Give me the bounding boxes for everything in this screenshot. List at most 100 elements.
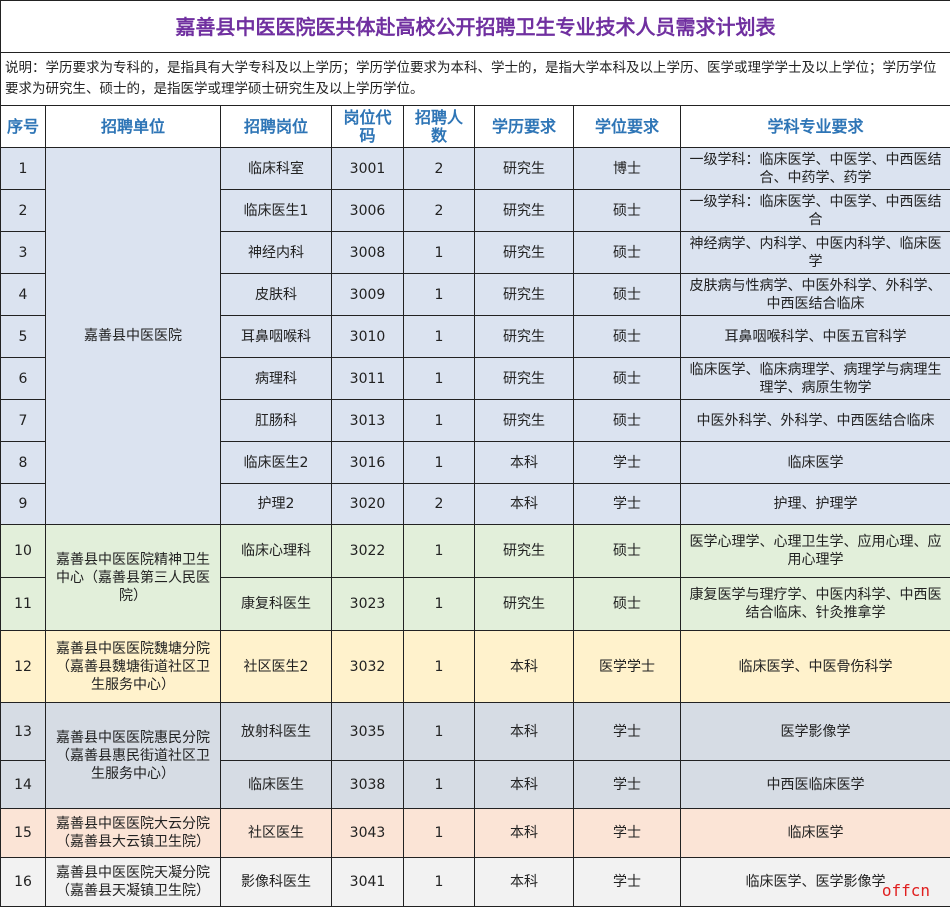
cell-major: 神经病学、内科学、中医内科学、临床医学 xyxy=(681,232,950,274)
cell-degree: 硕士 xyxy=(574,232,681,274)
cell-major: 皮肤病与性病学、中医外科学、外科学、中西医结合临床 xyxy=(681,274,950,316)
cell-no: 6 xyxy=(1,358,46,400)
cell-unit: 嘉善县中医医院精神卫生中心（嘉善县第三人民医院） xyxy=(46,525,221,631)
cell-post: 康复科医生 xyxy=(221,578,332,631)
cell-count: 1 xyxy=(404,761,475,809)
cell-post: 临床科室 xyxy=(221,148,332,190)
cell-education: 研究生 xyxy=(475,148,574,190)
cell-post: 临床心理科 xyxy=(221,525,332,578)
cell-education: 研究生 xyxy=(475,274,574,316)
cell-code: 3011 xyxy=(332,358,404,400)
cell-major: 临床医学 xyxy=(681,442,950,484)
cell-count: 1 xyxy=(404,442,475,484)
cell-education: 本科 xyxy=(475,809,574,858)
cell-code: 3041 xyxy=(332,858,404,907)
cell-education: 研究生 xyxy=(475,190,574,232)
cell-unit: 嘉善县中医医院天凝分院（嘉善县天凝镇卫生院） xyxy=(46,858,221,907)
cell-no: 3 xyxy=(1,232,46,274)
cell-education: 研究生 xyxy=(475,525,574,578)
page-title: 嘉善县中医医院医共体赴高校公开招聘卫生专业技术人员需求计划表 xyxy=(1,1,950,53)
cell-degree: 硕士 xyxy=(574,358,681,400)
cell-count: 1 xyxy=(404,400,475,442)
cell-no: 4 xyxy=(1,274,46,316)
cell-degree: 硕士 xyxy=(574,190,681,232)
cell-degree: 医学学士 xyxy=(574,631,681,703)
cell-code: 3013 xyxy=(332,400,404,442)
cell-no: 15 xyxy=(1,809,46,858)
cell-education: 本科 xyxy=(475,631,574,703)
cell-count: 1 xyxy=(404,274,475,316)
cell-unit: 嘉善县中医医院魏塘分院（嘉善县魏塘街道社区卫生服务中心） xyxy=(46,631,221,703)
cell-education: 研究生 xyxy=(475,400,574,442)
cell-no: 12 xyxy=(1,631,46,703)
cell-count: 1 xyxy=(404,858,475,907)
cell-code: 3016 xyxy=(332,442,404,484)
cell-major: 医学影像学 xyxy=(681,703,950,761)
cell-count: 1 xyxy=(404,578,475,631)
cell-no: 10 xyxy=(1,525,46,578)
cell-no: 7 xyxy=(1,400,46,442)
cell-code: 3008 xyxy=(332,232,404,274)
header-count: 招聘人数 xyxy=(404,106,475,148)
cell-no: 1 xyxy=(1,148,46,190)
cell-post: 肛肠科 xyxy=(221,400,332,442)
cell-post: 临床医生1 xyxy=(221,190,332,232)
cell-degree: 学士 xyxy=(574,858,681,907)
cell-no: 11 xyxy=(1,578,46,631)
cell-count: 1 xyxy=(404,232,475,274)
cell-post: 皮肤科 xyxy=(221,274,332,316)
cell-code: 3010 xyxy=(332,316,404,358)
cell-education: 本科 xyxy=(475,442,574,484)
cell-degree: 学士 xyxy=(574,761,681,809)
header-unit: 招聘单位 xyxy=(46,106,221,148)
header-row: 序号 招聘单位 招聘岗位 岗位代码 招聘人数 学历要求 学位要求 学科专业要求 xyxy=(1,106,950,148)
cell-count: 2 xyxy=(404,190,475,232)
cell-education: 研究生 xyxy=(475,316,574,358)
cell-count: 1 xyxy=(404,631,475,703)
cell-education: 本科 xyxy=(475,484,574,525)
note-text: 说明：学历要求为专科的，是指具有大学专科及以上学历；学历学位要求为本科、学士的，… xyxy=(1,53,950,106)
cell-post: 耳鼻咽喉科 xyxy=(221,316,332,358)
cell-count: 2 xyxy=(404,484,475,525)
cell-degree: 学士 xyxy=(574,442,681,484)
cell-post: 临床医生 xyxy=(221,761,332,809)
cell-count: 1 xyxy=(404,316,475,358)
cell-no: 16 xyxy=(1,858,46,907)
cell-major: 临床医学、临床病理学、病理学与病理生理学、病原生物学 xyxy=(681,358,950,400)
cell-post: 护理2 xyxy=(221,484,332,525)
cell-education: 本科 xyxy=(475,858,574,907)
cell-code: 3001 xyxy=(332,148,404,190)
cell-code: 3020 xyxy=(332,484,404,525)
cell-post: 病理科 xyxy=(221,358,332,400)
cell-degree: 博士 xyxy=(574,148,681,190)
cell-code: 3009 xyxy=(332,274,404,316)
cell-code: 3006 xyxy=(332,190,404,232)
cell-code: 3035 xyxy=(332,703,404,761)
cell-no: 14 xyxy=(1,761,46,809)
cell-major: 护理、护理学 xyxy=(681,484,950,525)
cell-unit: 嘉善县中医医院大云分院（嘉善县大云镇卫生院） xyxy=(46,809,221,858)
cell-code: 3022 xyxy=(332,525,404,578)
cell-post: 放射科医生 xyxy=(221,703,332,761)
cell-degree: 硕士 xyxy=(574,525,681,578)
cell-major: 中西医临床医学 xyxy=(681,761,950,809)
cell-major: 耳鼻咽喉科学、中医五官科学 xyxy=(681,316,950,358)
cell-no: 5 xyxy=(1,316,46,358)
cell-major: 一级学科：临床医学、中医学、中西医结合 xyxy=(681,190,950,232)
header-post: 招聘岗位 xyxy=(221,106,332,148)
cell-post: 临床医生2 xyxy=(221,442,332,484)
cell-post: 社区医生 xyxy=(221,809,332,858)
cell-degree: 学士 xyxy=(574,809,681,858)
cell-count: 1 xyxy=(404,703,475,761)
cell-count: 1 xyxy=(404,525,475,578)
cell-major: 中医外科学、外科学、中西医结合临床 xyxy=(681,400,950,442)
cell-major: 医学心理学、心理卫生学、应用心理、应用心理学 xyxy=(681,525,950,578)
cell-code: 3043 xyxy=(332,809,404,858)
cell-degree: 硕士 xyxy=(574,400,681,442)
header-code: 岗位代码 xyxy=(332,106,404,148)
